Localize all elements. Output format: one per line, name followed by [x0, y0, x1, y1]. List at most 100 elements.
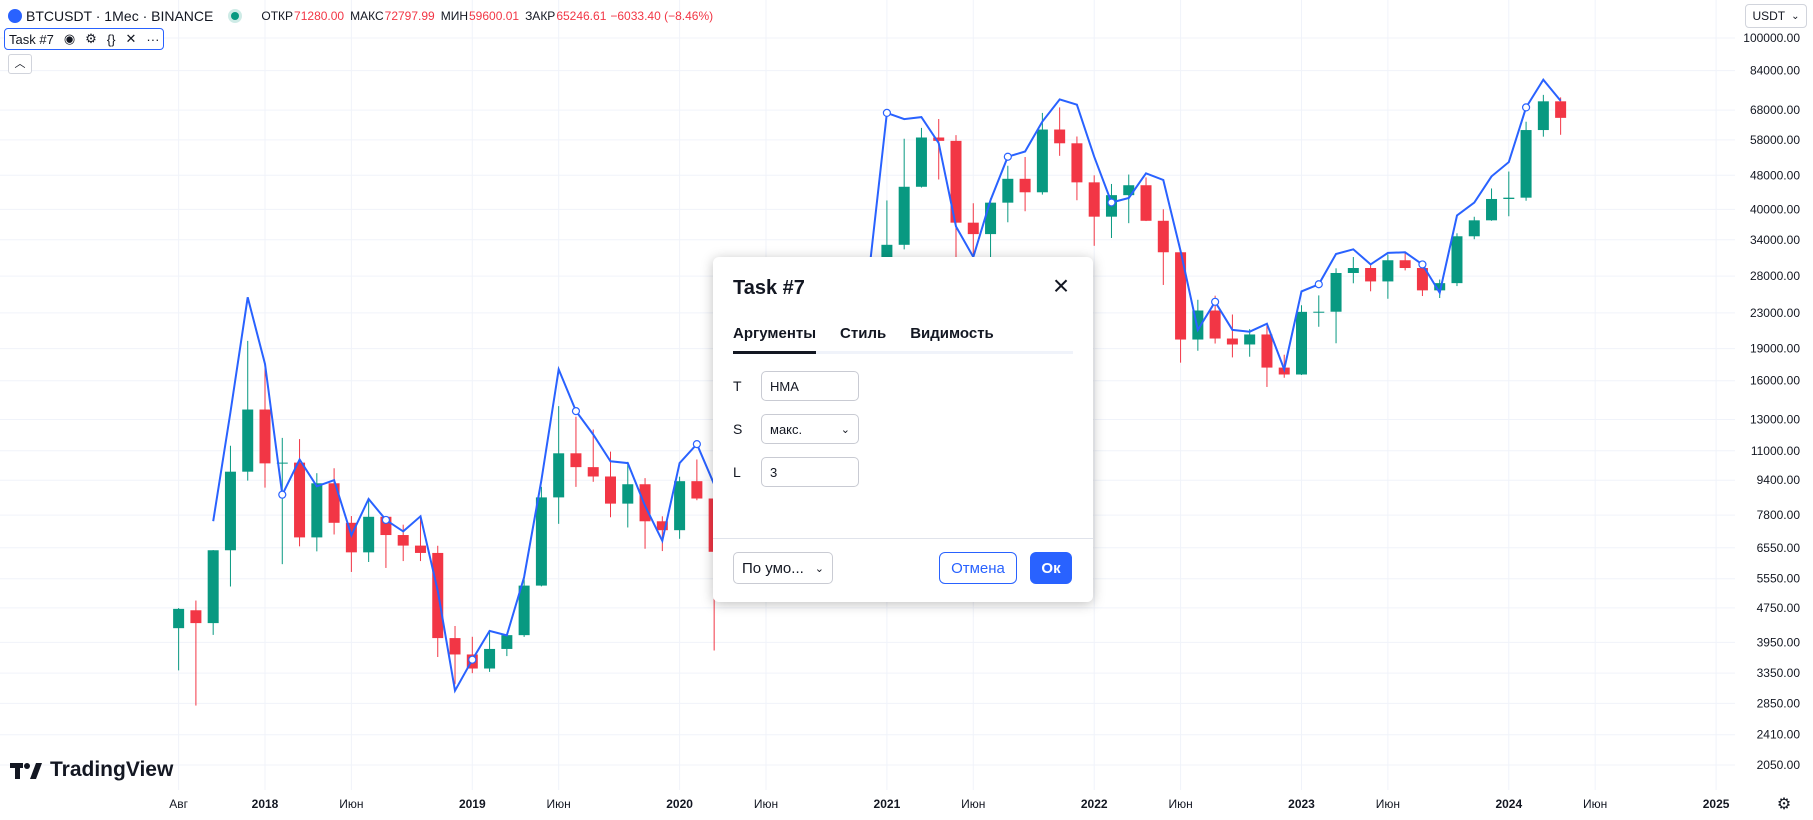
candle-body	[259, 409, 271, 464]
task-line-layer	[212, 77, 1562, 694]
tradingview-logo[interactable]: TradingView	[10, 758, 173, 782]
candle-body	[950, 140, 962, 223]
candle-body	[1019, 178, 1031, 193]
chevron-up-icon[interactable]: ︿	[8, 54, 32, 74]
dialog-title: Task #7	[733, 277, 805, 299]
candle-body	[656, 521, 668, 531]
candle-body	[639, 484, 651, 522]
l-input-value: 3	[770, 464, 778, 480]
price-tick-label: 19000.00	[1750, 342, 1800, 356]
task-line-marker	[1521, 103, 1531, 112]
l-input[interactable]: 3	[761, 457, 859, 487]
eye-icon[interactable]: ◉	[63, 31, 76, 46]
candle-body	[674, 481, 686, 531]
high-label: МАКС	[350, 9, 384, 23]
tradingview-wordmark: TradingView	[50, 758, 174, 781]
time-tick-label: Июн	[754, 797, 778, 811]
time-tick-label: 2019	[459, 797, 486, 811]
price-tick-label: 7800.00	[1757, 508, 1801, 522]
price-tick-label: 16000.00	[1750, 374, 1800, 388]
t-input[interactable]: HMA	[761, 371, 859, 401]
candle-body	[380, 516, 392, 536]
candle-body	[898, 186, 910, 245]
currency-selector[interactable]: USDT ⌄	[1745, 4, 1807, 28]
task-line-marker	[692, 440, 701, 449]
chart-settings-gear-icon[interactable]: ⚙	[1776, 796, 1792, 813]
price-tick-label: 2050.00	[1757, 758, 1801, 772]
candle-body	[605, 476, 616, 504]
candle-body	[1486, 198, 1498, 221]
time-tick-label: 2025	[1703, 797, 1730, 811]
task-line-marker	[278, 490, 287, 499]
time-tick-label: Авг	[169, 797, 188, 811]
candle-body	[1175, 252, 1187, 340]
defaults-dropdown[interactable]: По умо... ⌄	[733, 552, 833, 584]
candle-body	[173, 608, 185, 629]
tradingview-mark-icon	[10, 759, 44, 781]
candle-body	[933, 137, 945, 141]
tab-arguments[interactable]: Аргументы	[733, 325, 817, 354]
price-tick-label: 34000.00	[1750, 233, 1800, 247]
price-tick-label: 100000.00	[1743, 31, 1800, 45]
candle-body	[1088, 182, 1100, 217]
candle-body	[190, 610, 202, 624]
s-select-value: макс.	[770, 421, 803, 437]
time-tick-label: Июн	[339, 797, 363, 811]
task-line	[212, 297, 716, 694]
candle-body	[224, 471, 236, 551]
cancel-button[interactable]: Отмена	[939, 552, 1017, 584]
ok-button[interactable]: Ок	[1030, 552, 1072, 584]
price-tick-label: 2410.00	[1757, 728, 1801, 742]
candle-body	[570, 453, 582, 468]
candle-body	[1226, 338, 1238, 345]
settings-icon[interactable]: ⚙	[85, 31, 97, 46]
low-label: МИН	[440, 9, 468, 23]
candle-body	[363, 516, 375, 553]
dialog-tabs: Аргументы Стиль Видимость	[733, 325, 1073, 354]
task-line-marker	[468, 655, 477, 664]
candle-body	[484, 648, 496, 669]
close-value: 65246.61	[556, 9, 607, 23]
indicator-settings-dialog: Task #7 × Аргументы Стиль Видимость T HM…	[713, 257, 1093, 602]
price-tick-label: 4750.00	[1757, 601, 1801, 615]
change-value: −6033.40 (−8.46%)	[610, 9, 714, 23]
tab-style[interactable]: Стиль	[840, 325, 887, 342]
candle-body	[553, 453, 565, 498]
task-line-marker	[1107, 198, 1116, 207]
candle-body	[311, 483, 323, 538]
task-line-marker	[1003, 152, 1012, 161]
time-tick-label: 2020	[666, 797, 693, 811]
tab-visibility[interactable]: Видимость	[910, 325, 994, 342]
time-tick-label: 2018	[252, 797, 279, 811]
candle-body	[1140, 185, 1152, 221]
close-icon[interactable]: ×	[1052, 270, 1070, 301]
symbol-title[interactable]: BTCUSDT · 1Мес · BINANCE	[26, 8, 214, 24]
time-tick-label: Июн	[1376, 797, 1400, 811]
time-axis: Авг 2018 Июн 2019 Июн 2020 Июн 2021 Июн 2022 Июн 20…	[169, 797, 1730, 811]
s-select[interactable]: макс. ⌄	[761, 414, 859, 444]
source-code-icon[interactable]: {}	[106, 31, 116, 47]
candle-body	[294, 462, 306, 538]
close-icon[interactable]: ✕	[125, 31, 137, 46]
candle-body	[1365, 268, 1377, 282]
candle-body	[1520, 130, 1532, 198]
price-tick-label: 58000.00	[1750, 133, 1800, 147]
field-label-t: T	[733, 378, 742, 394]
field-row-t: T HMA	[733, 369, 859, 403]
study-legend[interactable]: Task #7 ◉ ⚙ {} ✕ ···	[4, 28, 165, 50]
field-label-s: S	[733, 421, 743, 437]
candle-body	[1537, 101, 1549, 131]
price-tick-label: 84000.00	[1750, 64, 1800, 78]
more-icon[interactable]: ···	[146, 31, 160, 47]
candle-body	[691, 481, 703, 499]
time-tick-label: 2022	[1081, 797, 1108, 811]
time-tick-label: Июн	[1583, 797, 1607, 811]
candle-body	[1313, 311, 1325, 313]
study-label[interactable]: Task #7	[9, 31, 54, 47]
market-status-icon	[231, 12, 240, 20]
candle-body	[1382, 260, 1394, 282]
candle-body	[915, 137, 927, 187]
chevron-down-icon: ⌄	[814, 562, 824, 575]
task-line-marker	[882, 108, 892, 117]
field-row-s: S макс. ⌄	[733, 412, 859, 446]
